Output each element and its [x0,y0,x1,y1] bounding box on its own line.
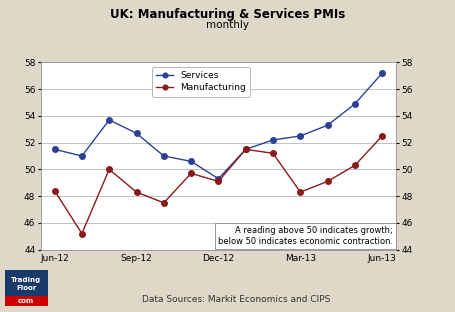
Services [79,154,85,158]
Services [243,148,248,151]
Services [352,102,358,106]
Text: Trading: Trading [11,277,41,283]
Services [270,138,276,142]
Manufacturing [270,151,276,155]
Manufacturing [216,179,221,183]
Manufacturing [52,189,57,193]
Services [106,118,112,122]
Text: UK: Manufacturing & Services PMIs: UK: Manufacturing & Services PMIs [110,8,345,21]
Manufacturing [298,190,303,194]
Text: monthly: monthly [206,20,249,30]
Line: Manufacturing: Manufacturing [52,133,385,236]
Bar [5,296,48,306]
Bar [5,270,48,296]
Manufacturing [188,172,194,175]
Manufacturing [106,168,112,171]
Services [188,159,194,163]
Text: Floor: Floor [16,285,36,291]
Text: A reading above 50 indicates growth;
below 50 indicates economic contraction.: A reading above 50 indicates growth; bel… [218,226,393,246]
Manufacturing [352,163,358,167]
Services [379,71,385,75]
Services [216,177,221,181]
Services [298,134,303,138]
Manufacturing [325,179,330,183]
Legend: Services, Manufacturing: Services, Manufacturing [152,67,250,97]
Manufacturing [79,232,85,236]
Manufacturing [161,201,167,205]
Text: com: com [18,298,34,304]
Services [161,154,167,158]
Services [325,123,330,127]
Text: Data Sources: Markit Economics and CIPS: Data Sources: Markit Economics and CIPS [142,295,331,304]
Services [134,131,139,135]
Services [52,148,57,151]
Manufacturing [134,190,139,194]
Line: Services: Services [52,70,385,182]
Manufacturing [379,134,385,138]
Manufacturing [243,148,248,151]
